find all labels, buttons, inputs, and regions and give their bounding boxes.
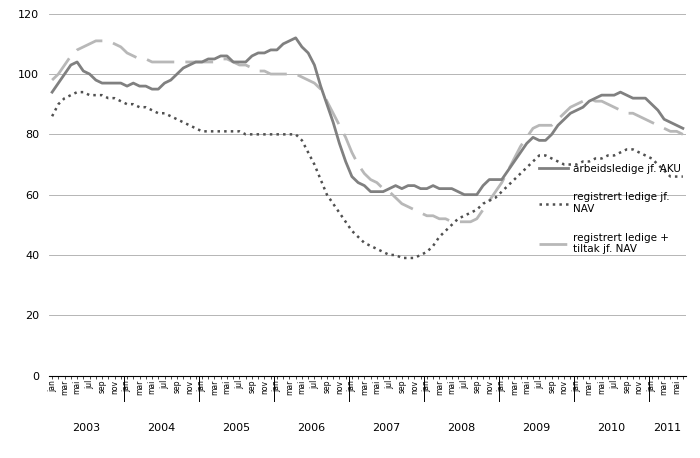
registrert ledige jf.
NAV	[679, 174, 687, 179]
registrert ledige jf.
NAV	[398, 255, 406, 261]
Line: registrert ledige +
tiltak jf. NAV: registrert ledige + tiltak jf. NAV	[52, 41, 683, 222]
registrert ledige +
tiltak jf. NAV	[603, 102, 612, 107]
Text: 2010: 2010	[597, 423, 625, 433]
Line: registrert ledige jf.
NAV: registrert ledige jf. NAV	[52, 92, 683, 258]
arbeidsledige jf. AKU	[603, 93, 612, 98]
arbeidsledige jf. AKU	[186, 62, 194, 68]
Text: 2007: 2007	[372, 423, 400, 433]
registrert ledige jf.
NAV	[504, 183, 512, 188]
registrert ledige jf.
NAV	[603, 153, 612, 158]
registrert ledige jf.
NAV	[48, 114, 56, 119]
Text: 2011: 2011	[653, 423, 681, 433]
registrert ledige +
tiltak jf. NAV	[342, 135, 350, 140]
arbeidsledige jf. AKU	[679, 125, 687, 131]
registrert ledige jf.
NAV	[173, 116, 181, 122]
registrert ledige +
tiltak jf. NAV	[48, 77, 56, 83]
registrert ledige +
tiltak jf. NAV	[192, 59, 200, 65]
Text: 2006: 2006	[298, 423, 326, 433]
Text: 2009: 2009	[522, 423, 550, 433]
arbeidsledige jf. AKU	[167, 77, 175, 83]
registrert ledige +
tiltak jf. NAV	[554, 116, 562, 122]
Legend: arbeidsledige jf. AKU, registrert ledige jf.
NAV, registrert ledige +
tiltak jf.: arbeidsledige jf. AKU, registrert ledige…	[538, 164, 681, 254]
registrert ledige jf.
NAV	[73, 89, 81, 95]
registrert ledige +
tiltak jf. NAV	[679, 131, 687, 137]
arbeidsledige jf. AKU	[554, 123, 562, 128]
registrert ledige jf.
NAV	[554, 159, 562, 164]
Text: 2008: 2008	[447, 423, 475, 433]
arbeidsledige jf. AKU	[342, 159, 350, 164]
Text: 2004: 2004	[147, 423, 176, 433]
registrert ledige +
tiltak jf. NAV	[447, 219, 456, 224]
registrert ledige jf.
NAV	[342, 219, 350, 224]
arbeidsledige jf. AKU	[291, 35, 300, 41]
registrert ledige +
tiltak jf. NAV	[173, 59, 181, 65]
arbeidsledige jf. AKU	[460, 192, 468, 197]
registrert ledige +
tiltak jf. NAV	[504, 168, 512, 173]
registrert ledige +
tiltak jf. NAV	[92, 38, 100, 44]
arbeidsledige jf. AKU	[504, 168, 512, 173]
Text: 2005: 2005	[223, 423, 251, 433]
registrert ledige jf.
NAV	[192, 125, 200, 131]
Text: 2003: 2003	[72, 423, 101, 433]
Line: arbeidsledige jf. AKU: arbeidsledige jf. AKU	[52, 38, 683, 195]
arbeidsledige jf. AKU	[48, 89, 56, 95]
